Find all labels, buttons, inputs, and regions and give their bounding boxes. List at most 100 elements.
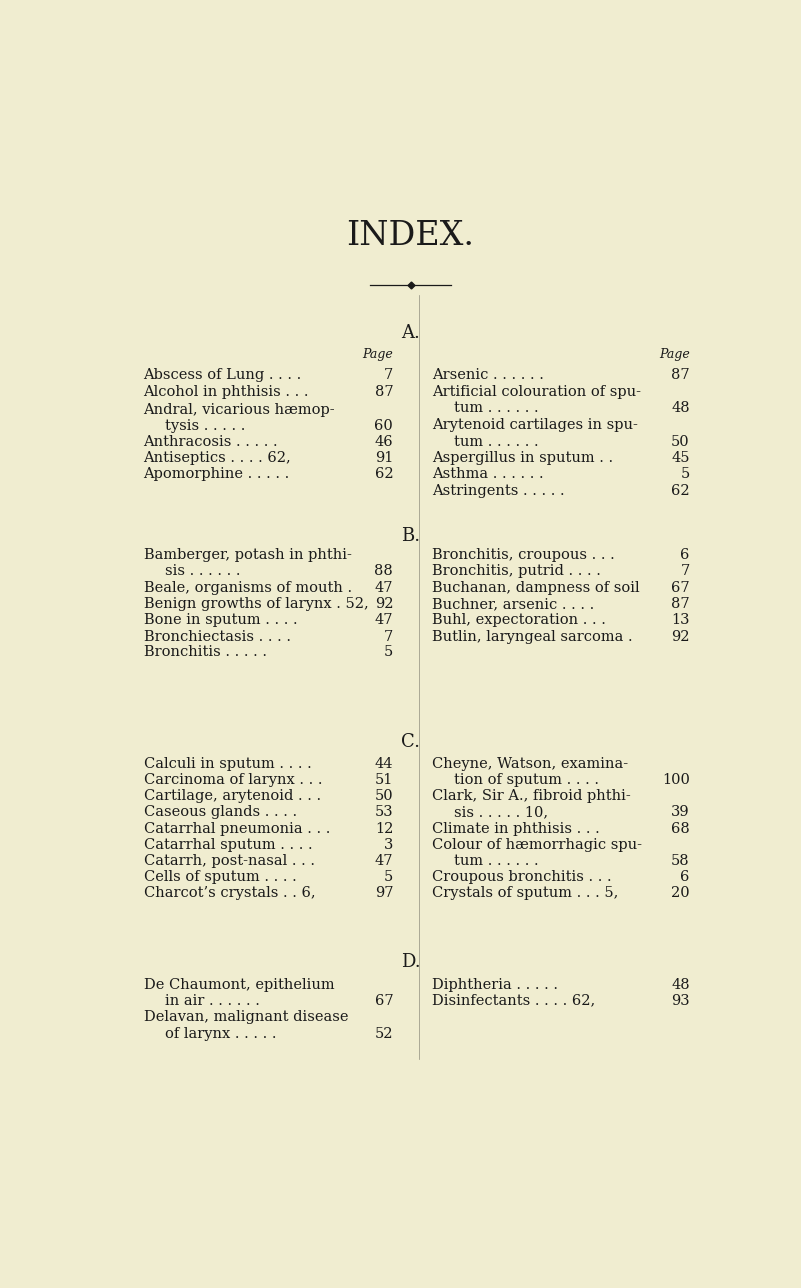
Text: 12: 12 <box>375 822 393 836</box>
Text: 91: 91 <box>375 451 393 465</box>
Text: C.: C. <box>401 733 420 751</box>
Text: 87: 87 <box>671 596 690 611</box>
Text: 20: 20 <box>671 886 690 900</box>
Text: 51: 51 <box>375 773 393 787</box>
Text: Benign growths of larynx . 52,: Benign growths of larynx . 52, <box>143 596 368 611</box>
Text: 47: 47 <box>375 613 393 627</box>
Text: Buhl, expectoration . . .: Buhl, expectoration . . . <box>433 613 606 627</box>
Text: Clark, Sir A., fibroid phthi-: Clark, Sir A., fibroid phthi- <box>433 790 631 804</box>
Text: Asthma . . . . . .: Asthma . . . . . . <box>433 468 544 480</box>
Text: Anthracosis . . . . .: Anthracosis . . . . . <box>143 435 278 450</box>
Text: Artificial colouration of spu-: Artificial colouration of spu- <box>433 385 642 398</box>
Text: 7: 7 <box>384 368 393 381</box>
Text: Crystals of sputum . . . 5,: Crystals of sputum . . . 5, <box>433 886 618 900</box>
Text: 5: 5 <box>384 645 393 659</box>
Text: Buchanan, dampness of soil: Buchanan, dampness of soil <box>433 581 640 595</box>
Text: 46: 46 <box>375 435 393 450</box>
Text: 6: 6 <box>681 549 690 563</box>
Text: 53: 53 <box>375 805 393 819</box>
Text: Cheyne, Watson, examina-: Cheyne, Watson, examina- <box>433 757 628 772</box>
Text: Andral, vicarious hæmop-: Andral, vicarious hæmop- <box>143 403 335 417</box>
Text: Beale, organisms of mouth .: Beale, organisms of mouth . <box>143 581 352 595</box>
Text: Croupous bronchitis . . .: Croupous bronchitis . . . <box>433 869 612 884</box>
Text: 48: 48 <box>671 402 690 416</box>
Text: Butlin, laryngeal sarcoma .: Butlin, laryngeal sarcoma . <box>433 630 633 644</box>
Text: Aspergillus in sputum . .: Aspergillus in sputum . . <box>433 451 614 465</box>
Text: sis . . . . . 10,: sis . . . . . 10, <box>454 805 548 819</box>
Text: Cartilage, arytenoid . . .: Cartilage, arytenoid . . . <box>143 790 320 804</box>
Text: 7: 7 <box>384 630 393 644</box>
Text: Alcohol in phthisis . . .: Alcohol in phthisis . . . <box>143 385 309 398</box>
Text: sis . . . . . .: sis . . . . . . <box>165 564 241 578</box>
Text: Apomorphine . . . . .: Apomorphine . . . . . <box>143 468 290 480</box>
Text: tysis . . . . .: tysis . . . . . <box>165 420 246 433</box>
Text: A.: A. <box>401 325 420 343</box>
Text: Catarrhal sputum . . . .: Catarrhal sputum . . . . <box>143 837 312 851</box>
Text: 88: 88 <box>374 564 393 578</box>
Text: INDEX.: INDEX. <box>347 220 474 252</box>
Text: Disinfectants . . . . 62,: Disinfectants . . . . 62, <box>433 993 595 1007</box>
Text: 13: 13 <box>671 613 690 627</box>
Text: Bronchiectasis . . . .: Bronchiectasis . . . . <box>143 630 291 644</box>
Text: 5: 5 <box>681 468 690 480</box>
Text: 93: 93 <box>671 993 690 1007</box>
Text: tum . . . . . .: tum . . . . . . <box>454 402 538 416</box>
Text: 48: 48 <box>671 978 690 992</box>
Text: Diphtheria . . . . .: Diphtheria . . . . . <box>433 978 558 992</box>
Text: 67: 67 <box>375 993 393 1007</box>
Text: 87: 87 <box>671 368 690 381</box>
Text: Bamberger, potash in phthi-: Bamberger, potash in phthi- <box>143 549 352 563</box>
Text: Climate in phthisis . . .: Climate in phthisis . . . <box>433 822 600 836</box>
Text: 45: 45 <box>671 451 690 465</box>
Text: 50: 50 <box>375 790 393 804</box>
Text: Arsenic . . . . . .: Arsenic . . . . . . <box>433 368 544 381</box>
Text: tum . . . . . .: tum . . . . . . <box>454 435 538 450</box>
Text: Calculi in sputum . . . .: Calculi in sputum . . . . <box>143 757 312 772</box>
Text: Abscess of Lung . . . .: Abscess of Lung . . . . <box>143 368 302 381</box>
Text: Caseous glands . . . .: Caseous glands . . . . <box>143 805 296 819</box>
Text: Colour of hæmorrhagic spu-: Colour of hæmorrhagic spu- <box>433 837 642 851</box>
Text: 52: 52 <box>375 1028 393 1041</box>
Text: tum . . . . . .: tum . . . . . . <box>454 854 538 868</box>
Text: Bronchitis . . . . .: Bronchitis . . . . . <box>143 645 267 659</box>
Text: 5: 5 <box>384 869 393 884</box>
Text: De Chaumont, epithelium: De Chaumont, epithelium <box>143 978 334 992</box>
Text: Carcinoma of larynx . . .: Carcinoma of larynx . . . <box>143 773 322 787</box>
Text: 62: 62 <box>375 468 393 480</box>
Text: 44: 44 <box>375 757 393 772</box>
Text: 47: 47 <box>375 581 393 595</box>
Text: Bronchitis, putrid . . . .: Bronchitis, putrid . . . . <box>433 564 601 578</box>
Text: 100: 100 <box>662 773 690 787</box>
Text: Delavan, malignant disease: Delavan, malignant disease <box>143 1010 348 1024</box>
Text: 68: 68 <box>671 822 690 836</box>
Text: Cells of sputum . . . .: Cells of sputum . . . . <box>143 869 296 884</box>
Text: 3: 3 <box>384 837 393 851</box>
Text: 67: 67 <box>671 581 690 595</box>
Text: of larynx . . . . .: of larynx . . . . . <box>165 1028 277 1041</box>
Text: Charcot’s crystals . . 6,: Charcot’s crystals . . 6, <box>143 886 316 900</box>
Text: Page: Page <box>362 348 393 362</box>
Text: Bronchitis, croupous . . .: Bronchitis, croupous . . . <box>433 549 615 563</box>
Text: 58: 58 <box>671 854 690 868</box>
Text: 47: 47 <box>375 854 393 868</box>
Text: 39: 39 <box>671 805 690 819</box>
Text: 97: 97 <box>375 886 393 900</box>
Text: 6: 6 <box>681 869 690 884</box>
Text: 60: 60 <box>374 420 393 433</box>
Text: 50: 50 <box>671 435 690 450</box>
Text: 87: 87 <box>375 385 393 398</box>
Text: Astringents . . . . .: Astringents . . . . . <box>433 484 565 497</box>
Text: Arytenoid cartilages in spu-: Arytenoid cartilages in spu- <box>433 419 638 433</box>
Text: Page: Page <box>659 348 690 362</box>
Text: 7: 7 <box>681 564 690 578</box>
Text: B.: B. <box>401 527 420 545</box>
Text: Antiseptics . . . . 62,: Antiseptics . . . . 62, <box>143 451 292 465</box>
Text: Bone in sputum . . . .: Bone in sputum . . . . <box>143 613 297 627</box>
Text: D.: D. <box>400 953 421 971</box>
Text: 92: 92 <box>671 630 690 644</box>
Text: Catarrhal pneumonia . . .: Catarrhal pneumonia . . . <box>143 822 330 836</box>
Text: Catarrh, post-nasal . . .: Catarrh, post-nasal . . . <box>143 854 315 868</box>
Text: Buchner, arsenic . . . .: Buchner, arsenic . . . . <box>433 596 594 611</box>
Text: tion of sputum . . . .: tion of sputum . . . . <box>454 773 599 787</box>
Text: in air . . . . . .: in air . . . . . . <box>165 993 260 1007</box>
